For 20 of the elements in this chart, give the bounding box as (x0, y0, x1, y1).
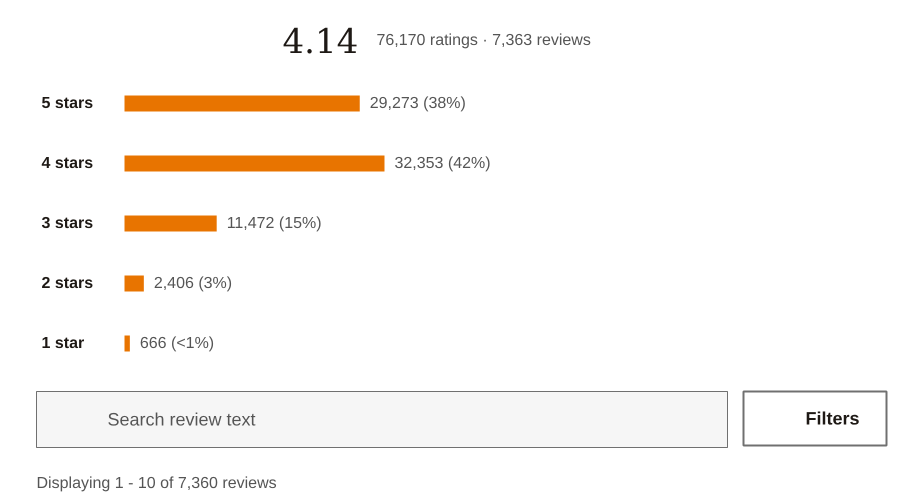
data-label: 11,472 (15%) (226, 215, 322, 232)
bar (124, 96, 360, 112)
text: Filters (806, 408, 860, 428)
bar (124, 276, 144, 292)
y-tick-label: 4 stars (42, 155, 94, 172)
y-tick-label: 5 stars (42, 95, 94, 112)
y-tick-label: 1 star (42, 335, 84, 352)
chart-title: 4.14 (282, 22, 358, 62)
bar (124, 156, 384, 172)
data-label: 29,273 (38%) (370, 95, 466, 112)
text: 76,170 ratings · 7,363 reviews (376, 32, 591, 49)
data-label: 2,406 (3%) (154, 275, 232, 292)
y-tick-label: 2 stars (42, 275, 94, 292)
bar (124, 216, 217, 232)
text: Displaying 1 - 10 of 7,360 reviews (36, 475, 277, 492)
bar (124, 336, 130, 352)
data-label: 32,353 (42%) (394, 155, 491, 172)
data-label: 666 (<1%) (140, 335, 214, 352)
text: Search review text (108, 410, 256, 430)
y-tick-label: 3 stars (42, 215, 94, 232)
